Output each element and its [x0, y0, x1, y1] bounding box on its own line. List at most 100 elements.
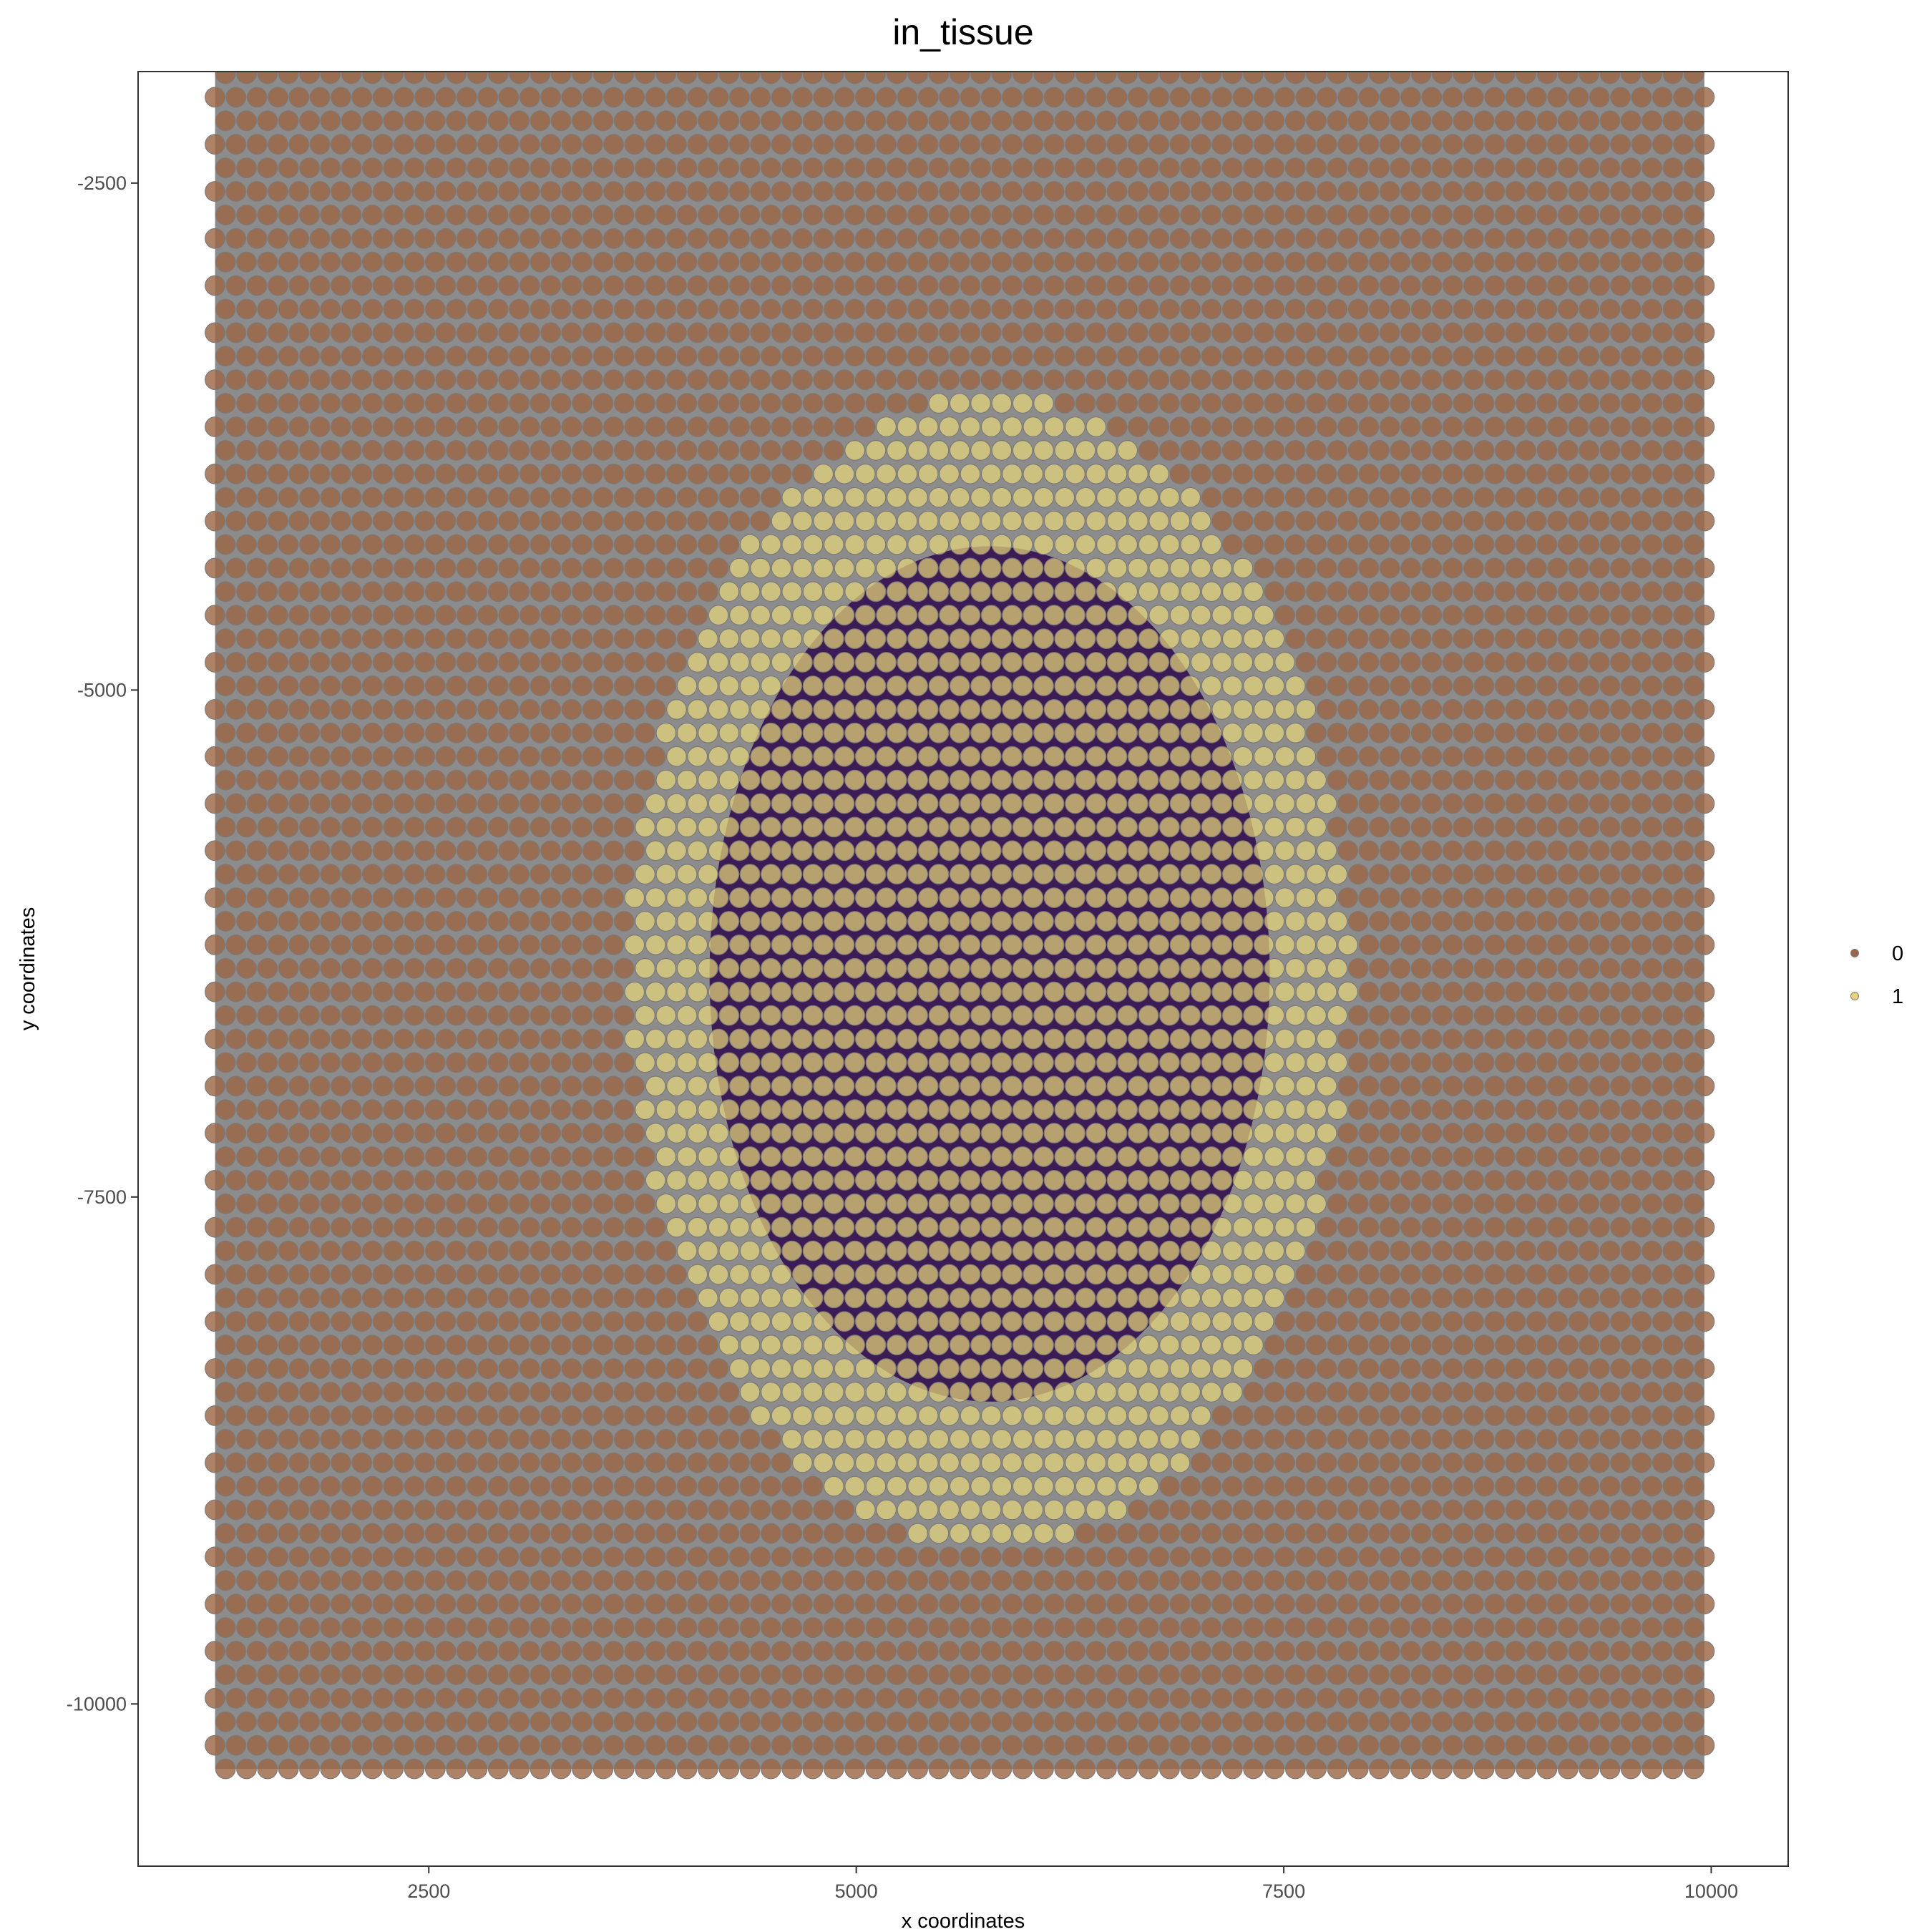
spot-off-tissue — [1536, 1428, 1558, 1450]
spot-off-tissue — [635, 581, 655, 602]
spot-off-tissue — [351, 1452, 373, 1473]
spot-off-tissue — [236, 1052, 257, 1073]
spot-off-tissue — [1432, 911, 1453, 932]
spot-off-tissue — [1379, 1075, 1400, 1097]
spot-off-tissue — [1610, 1264, 1631, 1285]
spot-off-tissue — [813, 416, 834, 437]
spot-off-tissue — [1432, 1146, 1453, 1167]
spot-in-tissue — [928, 675, 950, 696]
spot-off-tissue — [362, 205, 383, 225]
spot-off-tissue — [446, 1193, 467, 1214]
spot-off-tissue — [477, 1264, 498, 1285]
spot-off-tissue — [708, 463, 729, 484]
spot-off-tissue — [550, 440, 572, 461]
spot-off-tissue — [1264, 298, 1285, 320]
spot-off-tissue — [487, 816, 509, 838]
spot-in-tissue — [907, 722, 928, 743]
spot-in-tissue — [739, 1287, 761, 1309]
spot-off-tissue — [1579, 1428, 1600, 1450]
spot-in-tissue — [1127, 1358, 1148, 1379]
spot-off-tissue — [1463, 181, 1484, 202]
spot-off-tissue — [1421, 1075, 1443, 1097]
spot-off-tissue — [1683, 816, 1704, 838]
spot-off-tissue — [1579, 534, 1600, 555]
spot-off-tissue — [613, 1335, 635, 1356]
spot-in-tissue — [886, 1335, 907, 1356]
spot-in-tissue — [1033, 1099, 1054, 1121]
spot-off-tissue — [1221, 1428, 1243, 1450]
spot-off-tissue — [1379, 840, 1400, 862]
spot-off-tissue — [572, 487, 592, 508]
spot-in-tissue — [939, 699, 960, 720]
spot-in-tissue — [949, 1287, 970, 1309]
spot-off-tissue — [1232, 1452, 1254, 1473]
spot-off-tissue — [655, 675, 677, 696]
spot-off-tissue — [268, 40, 288, 60]
spot-off-tissue — [1453, 72, 1474, 84]
spot-off-tissue — [1579, 1193, 1600, 1214]
spot-off-tissue — [1221, 346, 1243, 367]
spot-off-tissue — [1390, 487, 1411, 508]
spot-off-tissue — [1494, 110, 1516, 132]
spot-off-tissue — [635, 72, 655, 84]
spot-off-tissue — [1473, 864, 1495, 885]
spot-in-tissue — [1148, 1123, 1170, 1143]
spot-off-tissue — [645, 228, 666, 249]
spot-off-tissue — [1442, 934, 1463, 955]
spot-off-tissue — [1158, 1570, 1180, 1591]
spot-in-tissue — [1075, 957, 1096, 979]
spot-off-tissue — [1369, 1428, 1390, 1450]
spot-in-tissue — [1295, 793, 1317, 814]
spot-off-tissue — [424, 1240, 446, 1262]
spot-off-tissue — [1284, 534, 1306, 555]
spot-off-tissue — [1463, 134, 1484, 155]
spot-off-tissue — [456, 1358, 477, 1379]
spot-off-tissue — [540, 652, 561, 673]
spot-in-tissue — [844, 1052, 865, 1073]
spot-in-tissue — [1232, 1123, 1254, 1143]
spot-in-tissue — [1158, 1382, 1180, 1402]
spot-in-tissue — [1169, 1452, 1191, 1473]
spot-in-tissue — [781, 534, 803, 555]
spot-off-tissue — [1358, 228, 1380, 249]
spot-off-tissue — [383, 1570, 404, 1591]
spot-off-tissue — [1610, 228, 1631, 249]
spot-off-tissue — [1494, 864, 1516, 885]
spot-off-tissue — [1054, 1570, 1075, 1591]
spot-off-tissue — [1652, 1264, 1673, 1285]
spot-in-tissue — [1169, 605, 1191, 626]
spot-off-tissue — [1473, 534, 1495, 555]
spot-in-tissue — [1043, 463, 1065, 484]
spot-in-tissue — [960, 652, 981, 673]
spot-off-tissue — [1379, 87, 1400, 108]
spot-in-tissue — [635, 957, 655, 979]
spot-off-tissue — [383, 534, 404, 555]
spot-off-tissue — [1558, 16, 1579, 36]
spot-off-tissue — [331, 793, 351, 814]
spot-off-tissue — [1579, 72, 1600, 84]
spot-off-tissue — [1641, 1428, 1663, 1450]
spot-off-tissue — [1432, 1382, 1453, 1402]
spot-off-tissue — [394, 840, 414, 862]
spot-off-tissue — [1379, 369, 1400, 391]
spot-off-tissue — [331, 699, 351, 720]
spot-in-tissue — [813, 1123, 834, 1143]
spot-in-tissue — [960, 840, 981, 862]
spot-in-tissue — [1180, 722, 1201, 743]
spot-off-tissue — [447, 16, 467, 36]
spot-off-tissue — [1463, 1216, 1484, 1238]
spot-in-tissue — [1127, 1216, 1148, 1238]
spot-off-tissue — [487, 769, 509, 791]
spot-off-tissue — [676, 346, 698, 367]
spot-off-tissue — [592, 1570, 614, 1591]
spot-off-tissue — [446, 628, 467, 649]
spot-off-tissue — [1432, 816, 1453, 838]
spot-off-tissue — [676, 1523, 698, 1544]
spot-off-tissue — [645, 40, 665, 60]
spot-in-tissue — [939, 840, 960, 862]
spot-off-tissue — [876, 87, 897, 108]
spot-off-tissue — [582, 1546, 603, 1568]
spot-off-tissue — [246, 1311, 268, 1332]
spot-off-tissue — [236, 346, 257, 367]
spot-in-tissue — [802, 534, 824, 555]
